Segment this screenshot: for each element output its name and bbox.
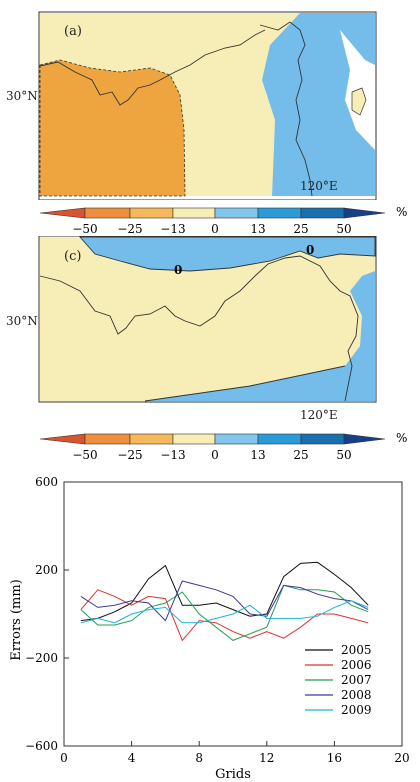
colorbar-a-tip-right <box>343 207 386 219</box>
x-tick-label: 16 <box>327 751 342 765</box>
region-positive-a <box>262 13 375 196</box>
series-line-2008 <box>80 580 369 622</box>
legend-label-2007: 2007 <box>341 673 372 687</box>
colorbar-a-seg-2 <box>129 207 174 219</box>
boundary-a <box>39 29 266 106</box>
colorbar-c-segments <box>39 433 386 445</box>
panel-label-c: (c) <box>64 249 81 264</box>
series-lines <box>80 561 369 642</box>
colorbar-c-seg-3 <box>172 433 216 445</box>
coastline-c <box>39 255 359 402</box>
y-tick-label: 200 <box>35 563 58 577</box>
map-panel-c: 0 0 (c) 30°N 120°E <box>6 236 377 422</box>
colorbar-a-tick-1: −50 <box>72 222 97 236</box>
colorbar-c-tick-5: 13 <box>250 448 265 462</box>
legend-label-2008: 2008 <box>341 688 372 702</box>
colorbar-a-seg-1 <box>84 207 131 219</box>
contour-label-c-2: 0 <box>306 243 314 257</box>
colorbar-c-tick-7: 50 <box>336 448 351 462</box>
x-axis-label: Grids <box>215 767 251 782</box>
y-ticks: 600 200 −200 −600 <box>25 475 69 753</box>
region-neutral-c <box>40 237 375 401</box>
colorbar-a-seg-4 <box>214 207 259 219</box>
colorbar-c-tick-2: −25 <box>117 448 142 462</box>
panel-label-a: (a) <box>64 24 82 39</box>
contour-label-c-1: 0 <box>174 263 182 277</box>
region-negative-a <box>39 59 186 197</box>
colorbar-c-seg-4 <box>214 433 259 445</box>
series-line-2007 <box>80 584 369 641</box>
series-line-2009 <box>80 600 369 624</box>
legend-label-2006: 2006 <box>341 658 372 672</box>
colorbar-c-tip-left <box>39 433 86 445</box>
colorbar-a-tick-3: −13 <box>160 222 185 236</box>
lat-label-a: 30°N <box>6 89 38 103</box>
region-positive-c-bottom <box>145 271 375 401</box>
lat-label-c: 30°N <box>6 314 38 328</box>
y-axis-label: Errors (mm) <box>9 579 24 661</box>
colorbar-a-segments <box>39 207 386 219</box>
colorbar-a-tip-left <box>39 207 86 219</box>
contour-line-c <box>144 365 346 402</box>
colorbar-c-tick-6: 25 <box>293 448 308 462</box>
colorbar-a-tick-6: 25 <box>293 222 308 236</box>
series-line-2006 <box>80 589 369 642</box>
x-ticks: 0 4 8 12 16 20 <box>60 741 410 765</box>
colorbar-a-tick-7: 50 <box>336 222 351 236</box>
x-tick-label: 0 <box>60 751 68 765</box>
map-panel-a: (a) 30°N 120°E <box>6 11 377 200</box>
colorbar-c-seg-6 <box>300 433 345 445</box>
colorbar-c-seg-5 <box>257 433 302 445</box>
series-line-2005 <box>80 561 369 622</box>
coastline-a <box>259 21 313 197</box>
colorbar-a-tick-2: −25 <box>117 222 142 236</box>
legend-label-2005: 2005 <box>341 643 372 657</box>
colorbar-c-tick-3: −13 <box>160 448 185 462</box>
colorbar-c-seg-2 <box>129 433 174 445</box>
legend-label-2009: 2009 <box>341 703 372 717</box>
x-tick-label: 12 <box>259 751 274 765</box>
colorbar-a-tick-4: 0 <box>211 222 219 236</box>
y-tick-label: 600 <box>35 475 58 489</box>
colorbar-c-seg-1 <box>84 433 131 445</box>
lon-label-c: 120°E <box>300 408 338 422</box>
region-positive-c-top <box>79 236 376 272</box>
colorbar-c-tick-1: −50 <box>72 448 97 462</box>
colorbar-a-seg-5 <box>257 207 302 219</box>
colorbar-a-tick-5: 13 <box>250 222 265 236</box>
colorbar-c-tick-4: 0 <box>211 448 219 462</box>
colorbar-a-seg-3 <box>172 207 216 219</box>
x-tick-label: 8 <box>195 751 203 765</box>
colorbar-a-seg-6 <box>300 207 345 219</box>
colorbar-c-unit: % <box>396 431 407 445</box>
colorbar-a-unit: % <box>396 205 407 219</box>
lon-label-a: 120°E <box>300 179 338 193</box>
x-tick-label: 4 <box>128 751 136 765</box>
y-tick-label: −200 <box>25 651 58 665</box>
colorbar-c-tip-right <box>343 433 386 445</box>
colorbar-a: −50 −25 −13 0 13 25 50 % <box>39 205 407 236</box>
colorbar-c: −50 −25 −13 0 13 25 50 % <box>39 431 407 462</box>
y-tick-label: −600 <box>25 739 58 753</box>
island-a <box>351 87 367 116</box>
x-tick-label: 20 <box>394 751 409 765</box>
